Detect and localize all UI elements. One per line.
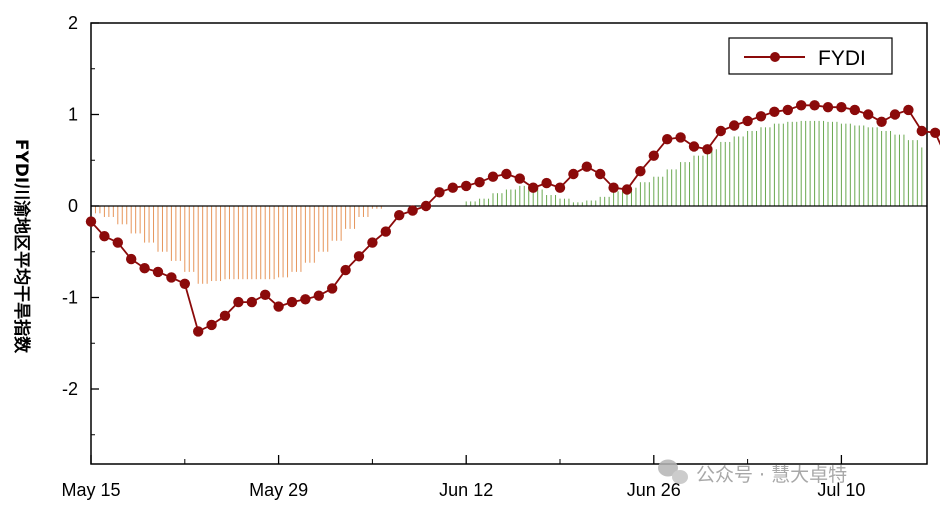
- area-fill-group: [90, 120, 923, 284]
- fydi-point: [782, 104, 793, 116]
- fydi-point: [367, 237, 378, 248]
- y-tick-label: -2: [62, 379, 78, 399]
- fydi-point: [715, 125, 726, 137]
- fydi-point: [849, 104, 860, 116]
- x-tick-label: Jun 26: [627, 480, 681, 500]
- fydi-point: [729, 120, 740, 131]
- fydi-point: [822, 102, 834, 113]
- fydi-point: [353, 251, 365, 262]
- fydi-point: [635, 166, 646, 177]
- fydi-point: [675, 132, 686, 143]
- wechat-icon: [658, 459, 688, 484]
- fydi-point: [193, 326, 204, 337]
- fydi-series: [85, 100, 940, 337]
- fydi-point: [434, 187, 445, 198]
- plot-frame: [90, 22, 928, 465]
- fydi-point: [380, 226, 391, 237]
- y-tick-label: 1: [68, 105, 78, 125]
- y-axis-ticks: 2 1 0 -1 -2: [62, 13, 99, 436]
- fydi-point: [447, 182, 458, 193]
- fydi-point: [648, 150, 659, 161]
- fydi-point: [206, 319, 217, 331]
- fydi-point: [930, 127, 940, 138]
- fydi-point: [487, 171, 499, 182]
- fydi-point: [916, 125, 927, 137]
- fydi-line: [90, 104, 940, 333]
- fydi-point: [246, 296, 257, 308]
- fydi-point: [688, 141, 700, 152]
- fydi-point: [876, 116, 887, 128]
- fydi-point: [219, 310, 231, 321]
- legend-marker: [770, 52, 780, 62]
- legend: FYDI: [728, 37, 893, 75]
- fydi-point: [501, 168, 512, 180]
- fydi-point: [126, 253, 137, 265]
- fydi-point: [112, 237, 124, 248]
- fydi-point: [300, 294, 311, 305]
- fydi-point: [568, 168, 579, 180]
- legend-label: FYDI: [818, 47, 866, 70]
- fydi-point: [152, 266, 164, 278]
- fydi-point: [903, 104, 914, 116]
- y-tick-label: 2: [68, 13, 78, 33]
- x-tick-label: Jun 12: [439, 480, 493, 500]
- fydi-point: [836, 102, 847, 113]
- fydi-point: [273, 301, 284, 312]
- fydi-point: [474, 177, 485, 188]
- fydi-point: [420, 200, 432, 212]
- fydi-point: [99, 231, 110, 242]
- fydi-point: [541, 177, 552, 189]
- fydi-point: [796, 100, 807, 111]
- fydi-point: [608, 182, 619, 193]
- watermark: 公众号 · 慧大卓特: [658, 459, 847, 486]
- fydi-point: [286, 296, 298, 308]
- fydi-point: [621, 184, 633, 195]
- fydi-point: [702, 144, 713, 155]
- y-tick-label: -1: [62, 288, 78, 308]
- fydi-point: [313, 290, 324, 301]
- fydi-point: [166, 272, 177, 283]
- fydi-point: [769, 106, 780, 118]
- fydi-point: [233, 296, 244, 308]
- fydi-point: [260, 289, 271, 300]
- watermark-text: 公众号 · 慧大卓特: [696, 464, 847, 486]
- fydi-point: [742, 115, 753, 127]
- fydi-point: [662, 134, 673, 145]
- fydi-point: [581, 161, 592, 172]
- fydi-point: [139, 263, 150, 274]
- fydi-point: [554, 182, 566, 193]
- x-tick-label: Jul 10: [817, 480, 865, 500]
- fydi-point: [85, 216, 97, 227]
- fydi-point: [595, 168, 606, 180]
- y-axis-label: FYDI川渝地区平均干旱指数: [11, 139, 32, 354]
- fydi-point: [809, 100, 820, 111]
- x-tick-label: May 29: [249, 480, 308, 500]
- fydi-point: [461, 180, 472, 192]
- fydi-point: [514, 173, 525, 184]
- fydi-point: [528, 182, 539, 193]
- fydi-point: [889, 109, 901, 120]
- fydi-point: [340, 264, 351, 276]
- y-tick-label: 0: [68, 196, 78, 216]
- x-tick-label: May 15: [61, 480, 120, 500]
- fydi-point: [179, 278, 190, 289]
- fydi-point: [863, 109, 874, 120]
- fydi-point: [327, 283, 338, 294]
- fydi-point: [407, 205, 418, 216]
- fydi-point: [755, 111, 767, 122]
- fydi-point: [394, 210, 405, 221]
